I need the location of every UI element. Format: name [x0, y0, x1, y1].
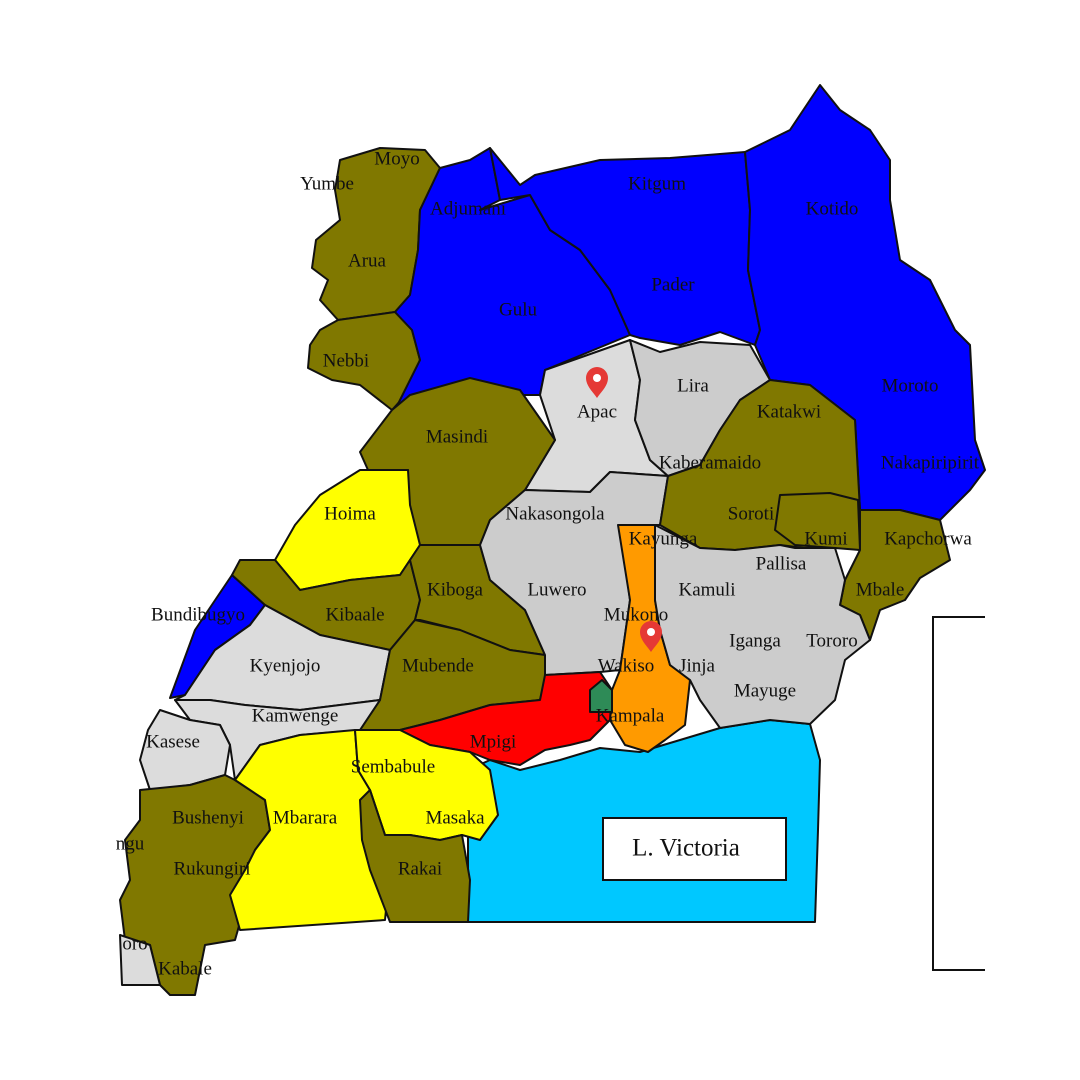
label-kamwenge: Kamwenge [252, 705, 339, 726]
label-mbale: Mbale [856, 579, 905, 600]
label-kisoro: oro [122, 933, 147, 954]
label-kamuli: Kamuli [679, 579, 736, 600]
label-adjumani: Adjumani [430, 198, 506, 219]
label-yumbe: Yumbe [300, 173, 354, 194]
label-kotido: Kotido [806, 198, 859, 219]
label-bundibugyo: Bundibugyo [151, 604, 245, 625]
kayunga-marker-dot [647, 628, 655, 636]
label-hoima: Hoima [324, 503, 376, 524]
label-kampala: Kampala [596, 705, 665, 726]
label-apac: Apac [577, 401, 617, 422]
label-mubende: Mubende [402, 655, 474, 676]
label-tororo: Tororo [806, 630, 857, 651]
lake-label-box [602, 817, 787, 881]
label-sembabule: Sembabule [351, 756, 435, 777]
legend-frame [932, 616, 985, 971]
label-kumi: Kumi [804, 528, 847, 549]
label-rukungiri: Rukungiri [173, 858, 250, 879]
district-kisoro[interactable] [119, 934, 161, 986]
label-pallisa: Pallisa [756, 553, 807, 574]
lake-label: L. Victoria [632, 835, 740, 862]
label-moroto: Moroto [882, 375, 939, 396]
label-mukono: Mukono [604, 604, 668, 625]
district-rakai[interactable] [359, 789, 471, 923]
district-mpigi[interactable] [399, 671, 613, 766]
label-soroti: Soroti [728, 503, 774, 524]
label-mpigi: Mpigi [470, 731, 516, 752]
label-kyenjojo: Kyenjojo [250, 655, 321, 676]
district-kumi[interactable] [774, 492, 861, 551]
label-kapchorwa: Kapchorwa [884, 528, 972, 549]
label-bushenyi: Bushenyi [172, 807, 244, 828]
label-kibaale: Kibaale [325, 604, 384, 625]
district-hoima[interactable] [274, 469, 421, 591]
label-masindi: Masindi [426, 426, 488, 447]
district-moroto[interactable] [744, 84, 986, 521]
label-kabale: Kabale [158, 958, 212, 979]
label-kiboga: Kiboga [427, 579, 484, 600]
kayunga-marker[interactable] [640, 621, 662, 652]
label-iganga: Iganga [729, 630, 781, 651]
label-mayuge: Mayuge [734, 680, 796, 701]
label-kayunga: Kayunga [629, 528, 698, 549]
label-ntungamo: ngu [116, 833, 145, 854]
label-rakai: Rakai [398, 858, 442, 879]
district-kitgum[interactable] [489, 147, 761, 346]
label-wakiso: Wakiso [598, 655, 655, 676]
label-pader: Pader [651, 274, 695, 295]
label-katakwi: Katakwi [757, 401, 821, 422]
apac-marker[interactable] [586, 367, 608, 398]
district-kamuli[interactable] [654, 524, 871, 729]
label-lira: Lira [677, 375, 709, 396]
label-moyo: Moyo [374, 148, 419, 169]
district-kampala[interactable] [589, 679, 613, 713]
map-pin-icon[interactable] [586, 367, 608, 398]
map-pin-icon[interactable] [640, 621, 662, 652]
label-gulu: Gulu [499, 299, 538, 320]
label-kaberamaido: Kaberamaido [659, 452, 761, 473]
label-arua: Arua [348, 250, 387, 271]
label-masaka: Masaka [425, 807, 485, 828]
label-jinja: Jinja [679, 655, 715, 676]
apac-marker-dot [593, 374, 601, 382]
label-kasese: Kasese [146, 731, 200, 752]
label-nebbi: Nebbi [323, 350, 369, 371]
label-mbarara: Mbarara [273, 807, 338, 828]
label-luwero: Luwero [527, 579, 586, 600]
label-nakapiripirit: Nakapiripirit [881, 452, 980, 473]
label-kitgum: Kitgum [628, 173, 686, 194]
label-nakasongola: Nakasongola [505, 503, 605, 524]
